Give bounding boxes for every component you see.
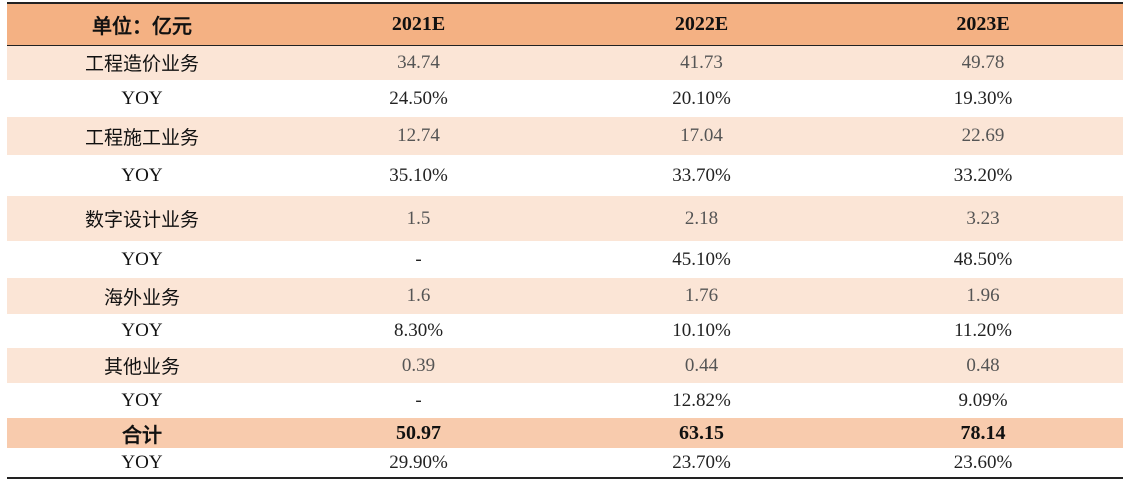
cell-2023e: 49.78 <box>961 51 1005 73</box>
row-label: 工程造价业务 <box>84 53 199 76</box>
cell-2022e: 1.76 <box>684 285 719 306</box>
table-header-row: 单位：亿元 2021E 2022E 2023E <box>7 3 1123 45</box>
cell-2022e: 0.44 <box>684 354 719 376</box>
cell-2022e: 2.18 <box>684 207 719 229</box>
cell-2023e: 0.48 <box>966 354 1000 376</box>
cell-2023e: 9.09% <box>958 389 1008 411</box>
cell-2022e: 12.82% <box>672 389 731 411</box>
cell-2022e: 20.10% <box>672 87 731 109</box>
table-row: YOY 8.30% 10.10% 11.20% <box>7 314 1123 348</box>
total-2023e: 78.14 <box>960 421 1006 444</box>
cell-2023e: 23.60% <box>953 451 1013 473</box>
cell-2023e: 3.23 <box>966 207 1000 229</box>
table-row: 数字设计业务 1.5 2.18 3.23 <box>7 196 1123 241</box>
cell-2023e: 48.50% <box>953 248 1013 270</box>
cell-2021e: - <box>415 389 422 411</box>
header-unit: 单位：亿元 <box>92 13 192 38</box>
table-row: YOY 35.10% 33.70% 33.20% <box>7 155 1123 196</box>
total-row: 合计 50.97 63.15 78.14 <box>7 418 1123 448</box>
cell-2023e: 33.20% <box>953 164 1013 186</box>
row-label: YOY <box>121 320 163 341</box>
revenue-forecast-table: 单位：亿元 2021E 2022E 2023E 工程造价业务 34.74 41.… <box>7 2 1123 479</box>
cell-2023e: 19.30% <box>953 87 1013 109</box>
table-row: YOY - 12.82% 9.09% <box>7 383 1123 418</box>
row-label: 数字设计业务 <box>84 209 199 231</box>
header-2021e: 2021E <box>391 12 446 35</box>
total-label: 合计 <box>122 422 162 447</box>
financial-table-container: 单位：亿元 2021E 2022E 2023E 工程造价业务 34.74 41.… <box>7 2 1123 479</box>
row-label: YOY <box>121 87 163 109</box>
cell-2021e: 0.39 <box>401 354 436 376</box>
total-2021e: 50.97 <box>396 421 441 444</box>
cell-2022e: 41.73 <box>680 51 723 73</box>
header-2022e: 2022E <box>674 12 729 35</box>
row-label: YOY <box>121 451 163 473</box>
cell-2022e: 45.10% <box>672 248 731 270</box>
cell-2023e: 1.96 <box>966 285 1000 306</box>
row-label: YOY <box>121 248 163 270</box>
table-row: 其他业务 0.39 0.44 0.48 <box>7 348 1123 383</box>
cell-2023e: 22.69 <box>961 125 1005 146</box>
table-row: 海外业务 1.6 1.76 1.96 <box>7 278 1123 314</box>
table-row: YOY 29.90% 23.70% 23.60% <box>7 448 1123 478</box>
row-label: 其他业务 <box>103 356 180 378</box>
table-row: 工程造价业务 34.74 41.73 49.78 <box>7 45 1123 80</box>
header-2023e: 2023E <box>956 12 1010 35</box>
row-label: YOY <box>121 389 163 411</box>
table-row: 工程施工业务 12.74 17.04 22.69 <box>7 117 1123 155</box>
cell-2022e: 10.10% <box>672 320 731 341</box>
cell-2021e: 29.90% <box>389 451 448 473</box>
cell-2021e: 8.30% <box>393 320 444 341</box>
cell-2022e: 33.70% <box>672 164 731 186</box>
total-2022e: 63.15 <box>679 421 724 444</box>
table-row: YOY - 45.10% 48.50% <box>7 241 1123 278</box>
table-row: YOY 24.50% 20.10% 19.30% <box>7 80 1123 117</box>
cell-2023e: 11.20% <box>954 320 1012 341</box>
row-label: YOY <box>121 164 163 186</box>
cell-2021e: 35.10% <box>389 164 448 186</box>
cell-2021e: - <box>415 248 422 270</box>
cell-2022e: 23.70% <box>672 451 731 473</box>
cell-2021e: 34.74 <box>397 51 440 73</box>
row-label: 海外业务 <box>103 286 180 309</box>
cell-2021e: 24.50% <box>389 87 448 109</box>
cell-2022e: 17.04 <box>680 125 723 146</box>
row-label: 工程施工业务 <box>84 126 199 149</box>
cell-2021e: 1.5 <box>406 207 431 229</box>
cell-2021e: 12.74 <box>397 125 440 146</box>
cell-2021e: 1.6 <box>406 285 431 306</box>
